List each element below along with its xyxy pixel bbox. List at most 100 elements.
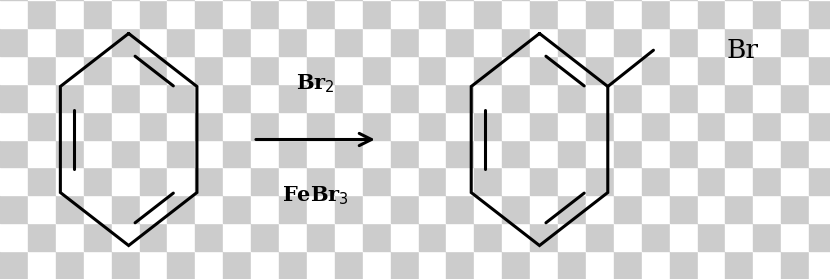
Bar: [307, 28, 334, 56]
Bar: [530, 195, 558, 223]
Bar: [558, 223, 586, 251]
Bar: [84, 112, 111, 140]
Bar: [56, 28, 84, 56]
Bar: [111, 251, 139, 279]
Bar: [279, 28, 307, 56]
Bar: [279, 56, 307, 84]
Bar: [725, 140, 754, 167]
Bar: [139, 28, 168, 56]
Bar: [363, 28, 391, 56]
Bar: [586, 140, 614, 167]
Bar: [279, 112, 307, 140]
Bar: [697, 112, 725, 140]
Bar: [474, 140, 502, 167]
Bar: [558, 251, 586, 279]
Bar: [474, 84, 502, 112]
Bar: [781, 28, 809, 56]
Bar: [195, 140, 223, 167]
Bar: [530, 112, 558, 140]
Bar: [447, 84, 474, 112]
Bar: [418, 112, 447, 140]
Bar: [697, 195, 725, 223]
Bar: [168, 195, 195, 223]
Bar: [139, 0, 168, 28]
Bar: [56, 84, 84, 112]
Bar: [809, 0, 830, 28]
Bar: [809, 28, 830, 56]
Bar: [502, 56, 530, 84]
Bar: [725, 28, 754, 56]
Bar: [56, 195, 84, 223]
Bar: [0, 195, 28, 223]
Bar: [28, 112, 56, 140]
Bar: [391, 112, 418, 140]
Bar: [502, 0, 530, 28]
Bar: [418, 0, 447, 28]
Bar: [502, 28, 530, 56]
Bar: [530, 0, 558, 28]
Bar: [447, 56, 474, 84]
Bar: [363, 223, 391, 251]
Bar: [754, 0, 781, 28]
Bar: [195, 251, 223, 279]
Bar: [0, 0, 28, 28]
Bar: [168, 84, 195, 112]
Bar: [558, 0, 586, 28]
Bar: [168, 112, 195, 140]
Bar: [447, 28, 474, 56]
Bar: [363, 0, 391, 28]
Bar: [614, 0, 642, 28]
Bar: [195, 223, 223, 251]
Bar: [307, 223, 334, 251]
Bar: [502, 223, 530, 251]
Bar: [251, 0, 279, 28]
Bar: [168, 28, 195, 56]
Bar: [725, 112, 754, 140]
Bar: [334, 0, 363, 28]
Bar: [56, 167, 84, 195]
Bar: [418, 84, 447, 112]
Bar: [697, 28, 725, 56]
Bar: [530, 56, 558, 84]
Bar: [111, 56, 139, 84]
Bar: [502, 84, 530, 112]
Bar: [111, 140, 139, 167]
Bar: [586, 167, 614, 195]
Bar: [363, 195, 391, 223]
Bar: [725, 84, 754, 112]
Bar: [418, 28, 447, 56]
Bar: [614, 112, 642, 140]
Bar: [363, 140, 391, 167]
Bar: [279, 0, 307, 28]
Bar: [391, 84, 418, 112]
Bar: [391, 223, 418, 251]
Text: Br: Br: [726, 38, 759, 63]
Bar: [139, 195, 168, 223]
Bar: [697, 56, 725, 84]
Bar: [28, 195, 56, 223]
Bar: [781, 112, 809, 140]
Bar: [195, 84, 223, 112]
Bar: [558, 112, 586, 140]
Bar: [614, 251, 642, 279]
Bar: [84, 84, 111, 112]
Bar: [195, 56, 223, 84]
Bar: [111, 28, 139, 56]
Bar: [642, 251, 670, 279]
Bar: [391, 195, 418, 223]
Bar: [223, 84, 251, 112]
Bar: [334, 140, 363, 167]
Bar: [84, 28, 111, 56]
Bar: [111, 112, 139, 140]
Bar: [586, 195, 614, 223]
Bar: [391, 28, 418, 56]
Bar: [447, 167, 474, 195]
Bar: [781, 251, 809, 279]
Bar: [223, 140, 251, 167]
Bar: [530, 251, 558, 279]
Bar: [474, 167, 502, 195]
Bar: [614, 167, 642, 195]
Bar: [56, 223, 84, 251]
Bar: [0, 140, 28, 167]
Bar: [670, 28, 697, 56]
